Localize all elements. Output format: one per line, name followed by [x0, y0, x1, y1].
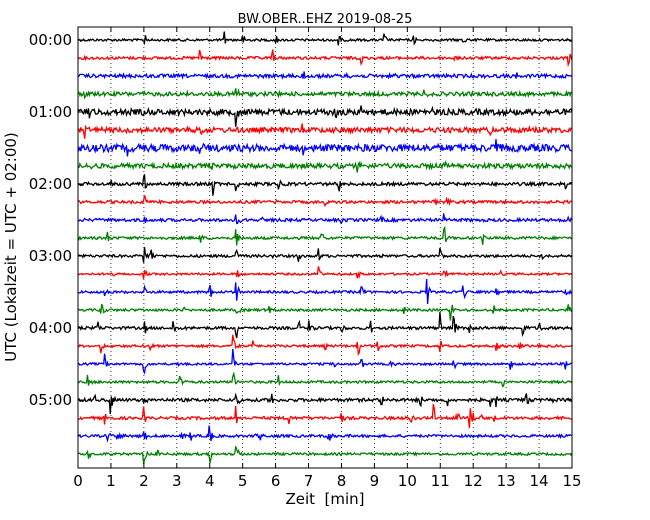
trace-0115	[77, 123, 573, 139]
y-tick-label-2: 02:00	[29, 175, 72, 193]
trace-0100	[77, 105, 573, 127]
trace-0500	[77, 392, 573, 414]
trace-0300	[77, 247, 573, 263]
x-tick-label-2: 2	[139, 472, 149, 490]
x-tick-label-10: 10	[398, 472, 417, 490]
trace-0415	[77, 334, 573, 356]
x-tick-label-7: 7	[304, 472, 314, 490]
trace-0130	[77, 138, 573, 157]
trace-0230	[77, 213, 573, 225]
x-tick-label-4: 4	[205, 472, 215, 490]
y-tick-label-3: 03:00	[29, 247, 72, 265]
trace-0345	[77, 303, 573, 321]
y-axis-label: UTC (Lokalzeit = UTC + 02:00)	[2, 132, 20, 362]
x-tick-label-0: 0	[73, 472, 83, 490]
trace-0245	[77, 225, 573, 246]
x-tick-label-15: 15	[562, 472, 581, 490]
x-gridlines	[110, 27, 540, 468]
y-tick-label-0: 00:00	[29, 31, 72, 49]
trace-0315	[77, 266, 573, 279]
trace-0015	[77, 49, 573, 68]
x-tick-label-1: 1	[106, 472, 116, 490]
x-tick-label-5: 5	[238, 472, 248, 490]
trace-0145	[77, 159, 573, 173]
trace-0045	[77, 88, 573, 100]
trace-0515	[77, 404, 573, 429]
trace-0445	[77, 371, 573, 388]
x-tick-label-12: 12	[464, 472, 483, 490]
trace-0000	[77, 31, 573, 46]
x-tick-label-3: 3	[172, 472, 182, 490]
x-tick-label-11: 11	[431, 472, 450, 490]
y-tick-label-1: 01:00	[29, 103, 72, 121]
x-axis-label: Zeit [min]	[285, 490, 364, 508]
x-tick-label-13: 13	[497, 472, 516, 490]
plot-frame	[77, 26, 573, 469]
trace-0545	[77, 446, 573, 465]
x-tick-label-9: 9	[370, 472, 380, 490]
x-tick-label-14: 14	[530, 472, 549, 490]
y-axis-ticks: 00:00 01:00 02:00 03:00 04:00 05:00	[29, 31, 572, 409]
trace-lines	[77, 31, 573, 465]
x-tick-label-8: 8	[337, 472, 347, 490]
trace-0200	[77, 174, 573, 196]
y-tick-label-4: 04:00	[29, 319, 72, 337]
chart-title: BW.OBER..EHZ 2019-08-25	[238, 12, 413, 27]
x-tick-label-6: 6	[271, 472, 281, 490]
trace-0330	[77, 278, 573, 304]
trace-0215	[77, 195, 573, 207]
x-axis-ticks: 0 1 2 3 4 5 6 7 8 9 10 11 12 13 14 15	[73, 27, 582, 490]
trace-0430	[77, 348, 572, 375]
y-tick-label-5: 05:00	[29, 391, 72, 409]
trace-0400	[77, 311, 573, 339]
trace-0530	[77, 425, 573, 443]
trace-0030	[77, 71, 573, 81]
